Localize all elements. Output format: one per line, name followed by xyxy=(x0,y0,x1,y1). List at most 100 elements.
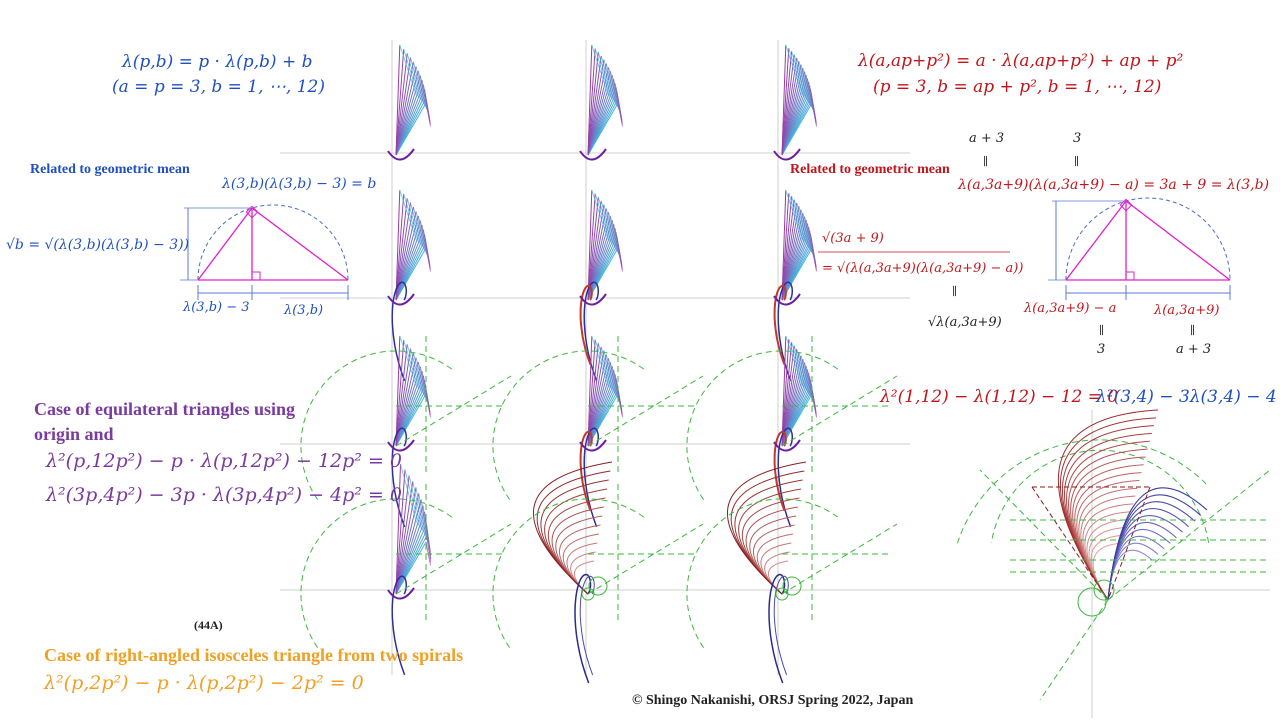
red-arc-line xyxy=(756,533,793,595)
blue-spiral xyxy=(583,281,600,382)
fan-line-rung xyxy=(613,79,621,114)
fan-line xyxy=(395,57,411,156)
red-arc-line xyxy=(566,542,598,595)
base-curl xyxy=(579,439,607,452)
green-dashed-line xyxy=(781,523,898,595)
red-spiral xyxy=(773,284,787,366)
blue-related-label: Related to geometric mean xyxy=(30,162,190,177)
green-dashed-line xyxy=(781,375,898,447)
red-product-formula: λ(a,3a+9)(λ(a,3a+9) − a) = 3a + 9 = λ(3,… xyxy=(958,177,1270,193)
fan-line-rung xyxy=(399,44,417,95)
red-eq-sign-5: ∥ xyxy=(1190,324,1196,337)
figure-id: (44A) xyxy=(194,618,223,632)
blue-main-formula: λ(p,b) = p · λ(p,b) + b xyxy=(122,52,313,72)
fan-line xyxy=(395,336,401,447)
fan-line-rung xyxy=(406,198,421,245)
fan-line-rung xyxy=(421,371,429,405)
red-dashed-line xyxy=(1107,486,1151,601)
fan-line-rung xyxy=(791,196,806,244)
fan-line xyxy=(395,499,422,595)
origin-circle xyxy=(1077,587,1107,617)
fan-line-rung xyxy=(594,48,611,97)
green-dashed-arc xyxy=(956,439,1207,544)
fan-line-rung xyxy=(791,51,806,99)
fan-line-rung xyxy=(594,339,611,388)
red-sqrt-eq: = √(λ(a,3a+9)(λ(a,3a+9) − a)) xyxy=(822,261,1024,276)
fan-line-rung xyxy=(788,193,805,242)
fan-line xyxy=(395,344,408,447)
fan-line-rung xyxy=(610,71,619,110)
red-geomean-arc xyxy=(1065,197,1231,281)
fan-line-rung xyxy=(800,355,811,397)
fan-line-rung xyxy=(403,339,419,388)
fan-line xyxy=(781,48,790,156)
blue-spiral xyxy=(579,575,595,676)
blue-product-formula: λ(3,b)(λ(3,b) − 3) = b xyxy=(222,176,377,192)
fan-line xyxy=(395,505,424,595)
red-eq-sign-3: ∥ xyxy=(952,285,958,298)
fan-line-rung xyxy=(406,344,421,391)
green-dashed-line xyxy=(1039,599,1109,701)
red-bottom-a-plus-3: a + 3 xyxy=(1176,342,1212,357)
red-dashed-line xyxy=(1031,486,1109,601)
fan-line-rung xyxy=(800,64,811,106)
fan-line-rung xyxy=(591,189,609,240)
green-dashed-line xyxy=(979,469,1109,601)
blue-spiral xyxy=(391,427,408,528)
fan-line-rung xyxy=(600,200,614,246)
red-main-formula: λ(a,ap+p²) = a · λ(a,ap+p²) + ap + p² xyxy=(858,51,1184,71)
purple-equation-2: λ²(3p,4p²) − 3p · λ(3p,4p²) − 4p² = 0 xyxy=(46,484,402,506)
fan-line xyxy=(781,45,787,156)
red-params: (p = 3, b = ap + p², b = 1, ⋯, 12) xyxy=(873,77,1162,97)
fan-line xyxy=(395,75,421,156)
red-arc-line xyxy=(547,497,606,595)
fan-line xyxy=(395,487,417,595)
copyright: © Shingo Nakanishi, ORSJ Spring 2022, Ja… xyxy=(632,693,914,708)
blue-spiral xyxy=(777,281,794,382)
fan-line-rung xyxy=(798,206,810,249)
fan-line-rung xyxy=(600,346,614,392)
fan-line xyxy=(395,357,417,447)
fan-line-rung xyxy=(421,80,429,114)
fan-line xyxy=(587,200,602,301)
fan-line-rung xyxy=(793,345,808,391)
fan-line-rung xyxy=(785,335,803,386)
blue-spiral xyxy=(777,427,794,528)
red-eq-sign-2: ∥ xyxy=(1074,155,1080,168)
red-spiral xyxy=(579,284,593,366)
red-geomean-apex-mark xyxy=(1119,198,1133,212)
fan-line xyxy=(395,198,408,301)
fan-line xyxy=(395,53,408,156)
base-curl xyxy=(387,587,415,600)
fan-line-rung xyxy=(785,44,803,95)
blue-params: (a = p = 3, b = 1, ⋯, 12) xyxy=(112,77,326,97)
fan-line xyxy=(587,45,593,156)
fan-line-rung xyxy=(594,193,611,242)
fan-line xyxy=(781,339,790,447)
fan-line-rung xyxy=(804,71,813,110)
blue-geomean-arc xyxy=(197,204,349,281)
fan-line-rung xyxy=(408,475,422,529)
red-sqrt-top: √(3a + 9) xyxy=(822,231,884,246)
fan-line-rung xyxy=(605,354,617,396)
fan-line-rung xyxy=(415,487,426,536)
fan-line-rung xyxy=(603,59,616,103)
fan-line-rung xyxy=(412,481,424,533)
orange-equation: λ²(p,2p²) − p · λ(p,2p²) − 2p² = 0 xyxy=(44,672,364,694)
fan-line-rung xyxy=(603,204,616,248)
fan-line-rung xyxy=(600,55,614,101)
fan-line-rung xyxy=(591,335,609,386)
fan-line-rung xyxy=(802,213,812,253)
green-dashed-arc xyxy=(990,449,1210,543)
blue-quadratic: λ²(3,4) − 3λ(3,4) − 4 = 0 xyxy=(1096,387,1280,407)
blue-segment-right: λ(3,b) xyxy=(284,303,324,318)
fan-line xyxy=(395,340,405,447)
fan-line-rung xyxy=(597,343,613,390)
purple-title-line1: Case of equilateral triangles using xyxy=(34,399,295,419)
blue-spiral xyxy=(773,575,789,676)
fan-line xyxy=(781,193,790,301)
fan-line-rung xyxy=(608,67,618,107)
red-segment-right: λ(a,3a+9) xyxy=(1154,303,1220,318)
green-dashed-line xyxy=(587,523,704,595)
